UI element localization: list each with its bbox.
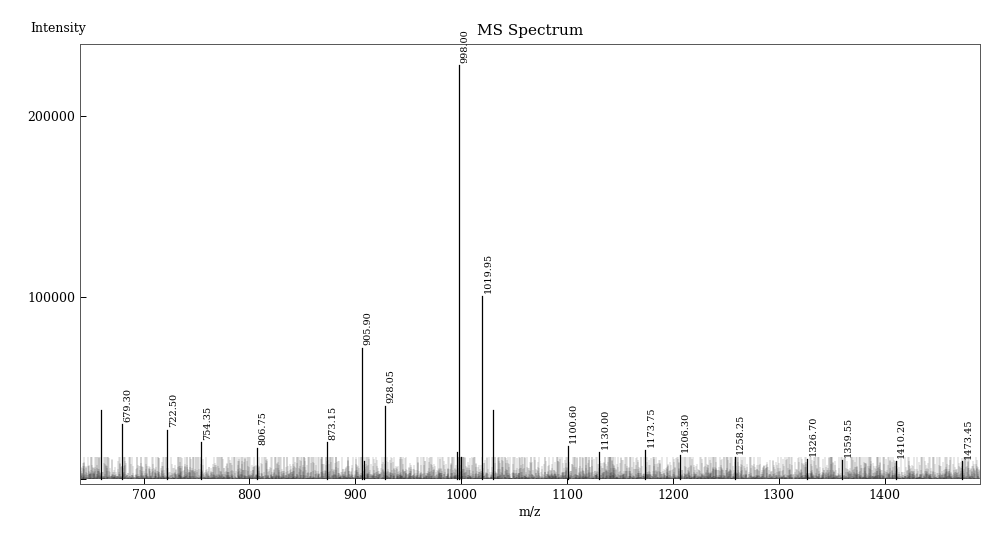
Text: Intensity: Intensity xyxy=(30,22,86,35)
Text: 1130.00: 1130.00 xyxy=(600,409,609,449)
Text: 1100.60: 1100.60 xyxy=(569,403,578,443)
Text: 1359.55: 1359.55 xyxy=(843,417,852,457)
Text: 1173.75: 1173.75 xyxy=(647,406,656,447)
Text: 905.90: 905.90 xyxy=(363,312,372,345)
Text: 679.30: 679.30 xyxy=(123,387,132,422)
X-axis label: m/z: m/z xyxy=(519,506,541,519)
Text: 1410.20: 1410.20 xyxy=(897,417,906,458)
Text: 928.05: 928.05 xyxy=(387,369,396,404)
Text: 754.35: 754.35 xyxy=(203,406,212,440)
Text: 806.75: 806.75 xyxy=(258,411,267,445)
Text: 1019.95: 1019.95 xyxy=(484,253,493,293)
Text: 1258.25: 1258.25 xyxy=(736,414,745,454)
Text: 722.50: 722.50 xyxy=(169,393,178,427)
Title: MS Spectrum: MS Spectrum xyxy=(477,24,583,38)
Text: 1326.70: 1326.70 xyxy=(809,416,818,456)
Text: 873.15: 873.15 xyxy=(328,406,337,440)
Text: 1473.45: 1473.45 xyxy=(964,418,973,459)
Text: 998.00: 998.00 xyxy=(461,29,470,63)
Text: 1206.30: 1206.30 xyxy=(681,412,690,453)
